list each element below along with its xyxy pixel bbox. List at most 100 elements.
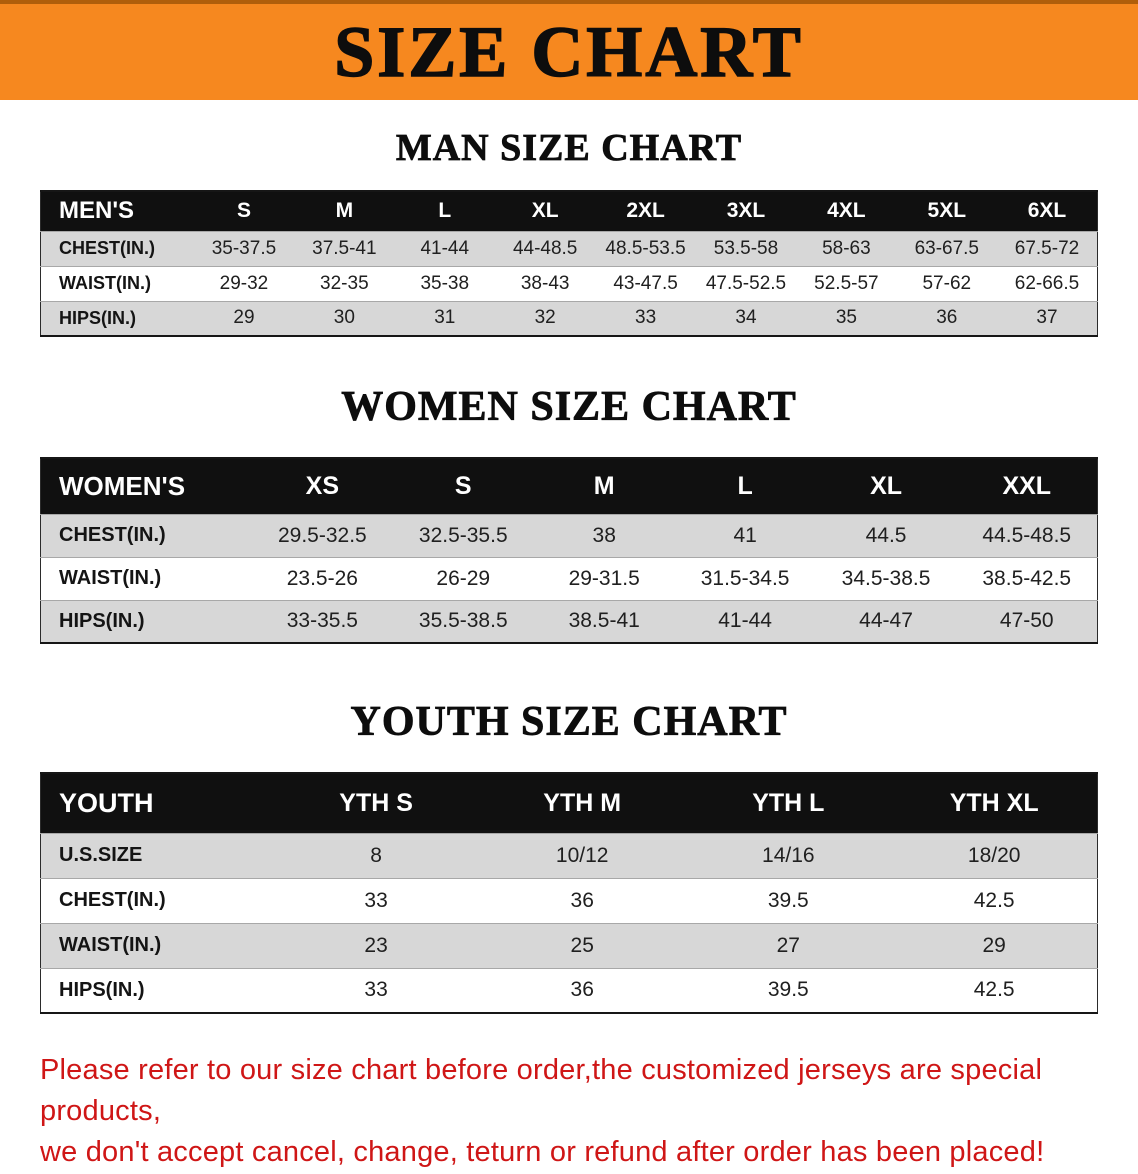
women-chest-value-1: 32.5-35.5 [418, 523, 508, 547]
women-row-label-hips: HIPS(IN.) [59, 609, 145, 632]
page-title: SIZE CHART [333, 12, 804, 92]
youth-chest-value-0: 33 [364, 888, 388, 912]
men-waist-value-2: 35-38 [420, 272, 470, 294]
youth-size-chart-heading: YOUTH SIZE CHART [350, 699, 788, 746]
disclaimer: Please refer to our size chart before or… [0, 1050, 1138, 1174]
men-hips-value-8: 37 [1036, 307, 1058, 329]
youth-us-size-value-3: 18/20 [967, 843, 1021, 867]
men-waist-value-0: 29-32 [219, 272, 269, 294]
youth-us-size-value-0: 8 [370, 843, 382, 867]
men-waist-value-7: 57-62 [922, 272, 972, 294]
men-size-column-l: L [394, 191, 495, 231]
men-waist-value-8: 62-66.5 [1014, 272, 1080, 294]
men-hips-value-0: 29 [233, 307, 255, 329]
women-size-table: WOMEN'S XS S M L XL XXL CHEST(IN.) 29.5-32.5 32.5… [40, 457, 1098, 644]
women-size-column-s: S [392, 458, 534, 514]
men-row-chest: CHEST(IN.) 35-37.5 37.5-41 41-44 44-48.5 48.5… [40, 231, 1098, 266]
men-waist-value-1: 32-35 [320, 272, 369, 294]
men-row-waist: WAIST(IN.) 29-32 32-35 35-38 38-43 43-47.5 47.… [40, 266, 1098, 301]
men-size-column-xl: XL [494, 191, 596, 231]
women-chest-value-5: 44.5-48.5 [982, 523, 1072, 547]
men-waist-value-4: 43-47.5 [613, 272, 678, 294]
men-waist-value-6: 52.5-57 [814, 272, 879, 294]
men-chest-value-3: 44-48.5 [512, 237, 578, 259]
women-table-header-row: WOMEN'S XS S M L XL XXL [40, 458, 1098, 514]
men-hips-value-2: 31 [434, 307, 456, 329]
women-hips-value-2: 38.5-41 [568, 609, 640, 633]
women-size-column-m: M [533, 458, 675, 514]
women-table-title: WOMEN'S [40, 458, 252, 514]
men-hips-value-6: 35 [835, 307, 857, 329]
women-hips-value-4: 44-47 [859, 609, 913, 633]
women-waist-value-0: 23.5-26 [286, 566, 358, 590]
men-chest-value-4: 48.5-53.5 [605, 237, 686, 259]
men-chest-value-6: 58-63 [822, 237, 871, 259]
men-chest-value-5: 53.5-58 [713, 237, 779, 259]
youth-size-column-yth-xl: YTH XL [891, 773, 1098, 833]
women-row-hips: HIPS(IN.) 33-35.5 35.5-38.5 38.5-41 41-44 44-… [40, 600, 1098, 643]
women-chest-value-2: 38 [592, 523, 616, 547]
youth-us-size-value-2: 14/16 [762, 843, 815, 867]
men-chest-value-1: 37.5-41 [312, 237, 377, 259]
women-size-column-xs: XS [251, 458, 393, 514]
women-row-label-waist: WAIST(IN.) [59, 567, 162, 589]
men-size-chart-heading: MAN SIZE CHART [395, 127, 743, 170]
men-hips-value-7: 36 [936, 307, 958, 329]
banner: SIZE CHART [0, 0, 1138, 100]
women-waist-value-1: 26-29 [436, 566, 491, 590]
youth-hips-value-0: 33 [364, 978, 388, 1002]
youth-row-us-size: U.S.SIZE 8 10/12 14/16 18/20 [40, 833, 1098, 878]
women-waist-value-3: 31.5-34.5 [700, 566, 790, 590]
youth-row-label-hips: HIPS(IN.) [59, 978, 145, 1001]
youth-size-table: YOUTH YTH S YTH M YTH L YTH XL U.S.SIZE 8 10/12… [40, 772, 1098, 1014]
youth-table-header-row: YOUTH YTH S YTH M YTH L YTH XL [40, 773, 1098, 833]
men-hips-value-1: 30 [333, 307, 355, 329]
men-chest-value-0: 35-37.5 [211, 237, 277, 259]
youth-row-label-us-size: U.S.SIZE [59, 844, 143, 866]
women-hips-value-0: 33-35.5 [286, 609, 358, 633]
men-table-header-row: MEN'S S M L XL 2XL 3XL 4XL 5XL 6XL [40, 191, 1098, 231]
men-row-hips: HIPS(IN.) 29 30 31 32 33 34 35 36 37 [40, 301, 1098, 336]
men-chest-value-7: 63-67.5 [914, 237, 980, 259]
youth-size-column-yth-l: YTH L [685, 773, 892, 833]
men-size-column-3xl: 3XL [695, 191, 797, 231]
women-chest-value-4: 44.5 [865, 523, 907, 547]
women-chest-value-0: 29.5-32.5 [277, 523, 367, 547]
men-row-label-hips: HIPS(IN.) [59, 307, 137, 328]
men-size-column-5xl: 5XL [896, 191, 997, 231]
youth-row-label-waist: WAIST(IN.) [59, 934, 162, 956]
men-table-title: MEN'S [40, 191, 194, 231]
men-row-label-waist: WAIST(IN.) [59, 273, 151, 293]
women-waist-value-4: 34.5-38.5 [841, 566, 931, 590]
youth-hips-value-3: 42.5 [973, 978, 1015, 1002]
youth-us-size-value-1: 10/12 [555, 843, 609, 867]
youth-row-chest: CHEST(IN.) 33 36 39.5 42.5 [40, 878, 1098, 923]
women-waist-value-2: 29-31.5 [568, 566, 640, 590]
disclaimer-line-1: Please refer to our size chart before or… [40, 1054, 1043, 1128]
youth-size-column-yth-s: YTH S [273, 773, 480, 833]
women-row-chest: CHEST(IN.) 29.5-32.5 32.5-35.5 38 41 44.5 44.5… [40, 514, 1098, 557]
youth-row-waist: WAIST(IN.) 23 25 27 29 [40, 923, 1098, 968]
women-row-label-chest: CHEST(IN.) [59, 524, 166, 546]
youth-size-column-yth-m: YTH M [479, 773, 686, 833]
men-hips-value-5: 34 [735, 307, 757, 329]
men-hips-value-4: 33 [635, 307, 657, 329]
men-size-column-m: M [294, 191, 395, 231]
youth-waist-value-0: 23 [364, 933, 388, 957]
women-size-column-xxl: XXL [956, 458, 1098, 514]
women-hips-value-3: 41-44 [718, 609, 772, 633]
men-waist-value-5: 47.5-52.5 [705, 272, 787, 294]
men-size-column-2xl: 2XL [595, 191, 696, 231]
women-size-chart-heading: WOMEN SIZE CHART [341, 384, 797, 431]
disclaimer-line-2: we don't accept cancel, change, teturn o… [40, 1136, 1045, 1169]
women-hips-value-5: 47-50 [999, 609, 1054, 633]
women-chest-value-3: 41 [733, 523, 757, 547]
youth-chest-value-1: 36 [570, 888, 594, 912]
women-waist-value-5: 38.5-42.5 [982, 566, 1072, 590]
men-size-column-s: S [193, 191, 295, 231]
charts-container: MAN SIZE CHART MEN'S S M L XL 2XL 3XL 4XL 5XL 6XL C… [0, 126, 1138, 1014]
men-size-column-6xl: 6XL [997, 191, 1098, 231]
men-hips-value-3: 32 [534, 307, 556, 329]
youth-chest-value-2: 39.5 [767, 888, 809, 912]
